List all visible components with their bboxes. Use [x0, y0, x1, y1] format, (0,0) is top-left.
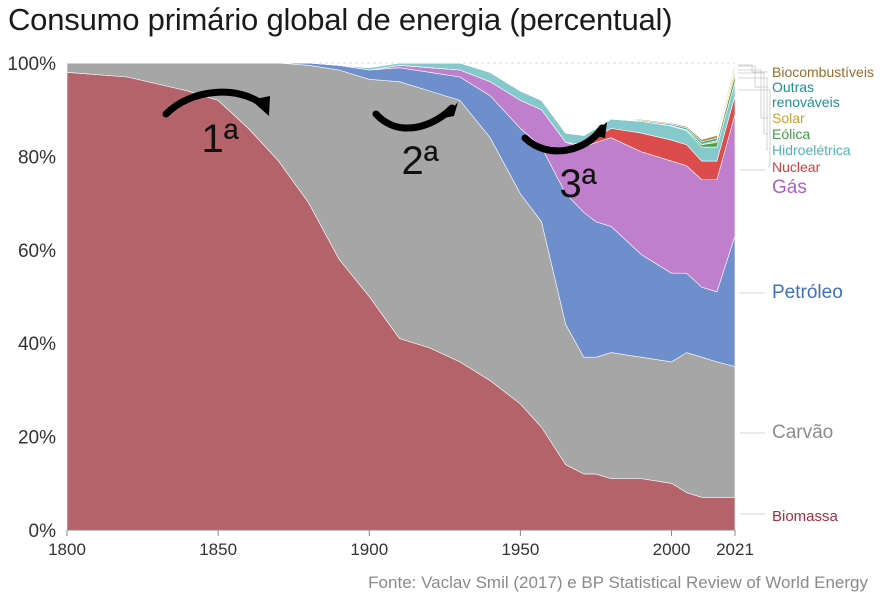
leader-line	[738, 65, 768, 88]
y-tick-label: 80%	[18, 147, 56, 168]
y-tick-label: 60%	[18, 241, 56, 262]
era-arrows: 1ª 2ª 3ª	[162, 88, 607, 206]
series-label: Biocombustíveis	[772, 64, 874, 80]
series-label: Nuclear	[772, 159, 821, 175]
x-tick-label: 1950	[501, 540, 539, 559]
x-tick-label: 2021	[716, 540, 754, 559]
series-label: Carvão	[772, 422, 833, 443]
x-tick-label: 1800	[48, 540, 86, 559]
axes: 0% 20% 40% 60% 80% 100% 1800 1850 1900 1950 2000 20…	[7, 54, 754, 559]
leader-line	[738, 72, 768, 135]
era-arrow-shaft	[162, 88, 266, 118]
source-note: Fonte: Vaclav Smil (2017) e BP Statistic…	[368, 573, 868, 592]
era-arrow-head	[251, 96, 270, 116]
series-label: Eólica	[772, 126, 810, 142]
series-label: Gás	[772, 177, 807, 198]
y-tick-label: 0%	[29, 521, 57, 542]
leader-line	[738, 69, 768, 119]
leader-line	[738, 89, 771, 168]
series-label: renováveis	[772, 94, 840, 110]
direct-labels: BiocombustíveisOutrasrenováveisSolarEóli…	[738, 64, 874, 525]
series-label: Outras	[772, 79, 814, 95]
area-biocombustíveis	[67, 62, 736, 143]
leader-line	[738, 64, 768, 73]
era-arrow-head	[444, 102, 458, 118]
chart-title: Consumo primário global de energia (perc…	[8, 2, 673, 37]
era-label: 1ª	[201, 117, 238, 161]
era-label: 3ª	[559, 162, 596, 206]
x-tick-label: 1900	[350, 540, 388, 559]
series-label: Petróleo	[772, 282, 843, 303]
y-tick-label: 40%	[18, 334, 56, 355]
x-tick-label: 2000	[653, 540, 691, 559]
era-arrow-head	[592, 122, 607, 138]
leader-line	[738, 77, 768, 151]
series-label: Solar	[772, 110, 805, 126]
y-tick-label: 20%	[18, 428, 56, 449]
series-label: Hidroelétrica	[772, 142, 851, 158]
era-arrow-shaft	[372, 104, 456, 132]
area-series	[66, 62, 736, 531]
x-tick-label: 1850	[199, 540, 237, 559]
series-label: Biomassa	[772, 508, 839, 525]
y-tick-label: 100%	[7, 54, 56, 75]
era-label: 2ª	[401, 139, 438, 183]
